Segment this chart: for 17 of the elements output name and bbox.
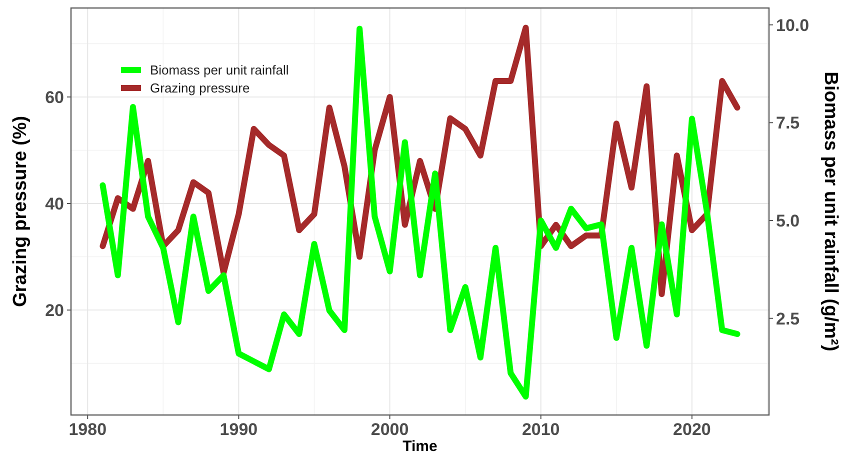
y2-tick-label: 10.0 bbox=[776, 16, 810, 35]
x-tick-label: 1990 bbox=[220, 420, 258, 439]
y2-tick-label: 5.0 bbox=[776, 211, 800, 230]
y-axis-title: Grazing pressure (%) bbox=[10, 116, 31, 308]
x-tick-label: 2000 bbox=[370, 420, 409, 439]
legend-label: Biomass per unit rainfall bbox=[150, 62, 289, 78]
legend-label: Grazing pressure bbox=[150, 80, 250, 96]
x-tick-label: 2020 bbox=[673, 420, 711, 439]
y2-axis-title: Biomass per unit rainfall (g/m²) bbox=[820, 72, 841, 352]
y2-tick-label: 7.5 bbox=[776, 114, 800, 133]
y2-tick-label: 2.5 bbox=[776, 309, 800, 328]
y-tick-label: 40 bbox=[45, 194, 64, 214]
y-tick-label: 20 bbox=[45, 301, 64, 320]
x-tick-label: 2010 bbox=[522, 420, 560, 439]
x-axis-title: Time bbox=[402, 438, 438, 455]
x-tick-label: 1980 bbox=[68, 420, 107, 439]
y-tick-label: 60 bbox=[45, 88, 64, 107]
